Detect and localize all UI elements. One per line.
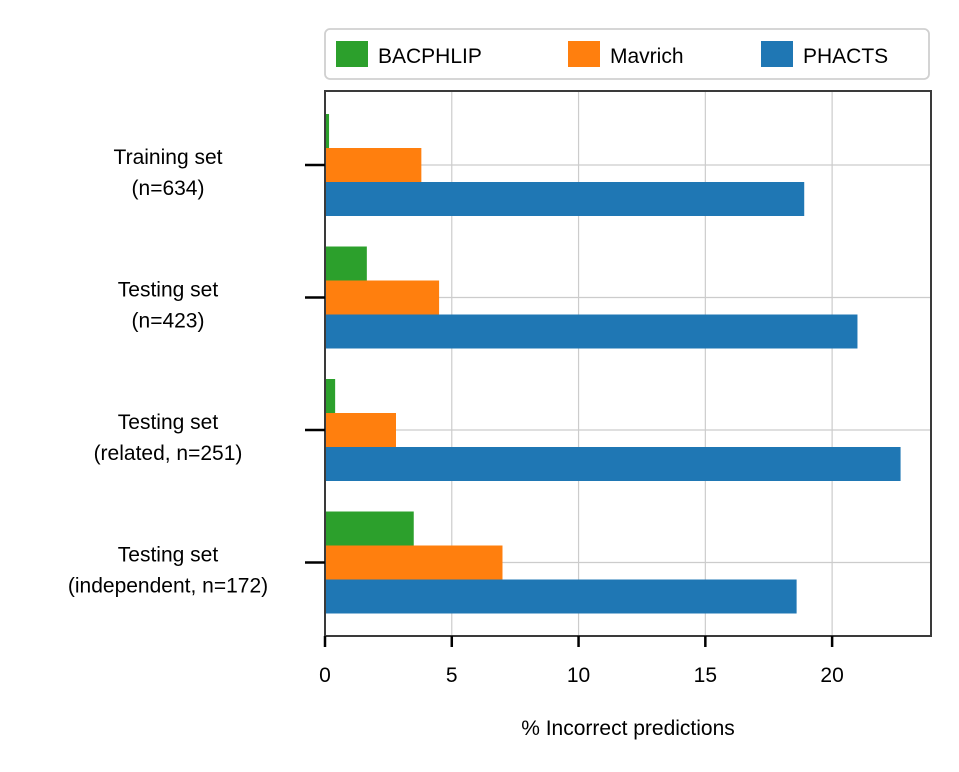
legend-label-phacts: PHACTS: [803, 45, 888, 68]
x-tick-label: 20: [820, 664, 843, 687]
y-tick-label-line: (related, n=251): [94, 442, 243, 465]
bar-bacphlip-3: [325, 511, 414, 546]
bar-mavrich-0: [325, 148, 422, 182]
bar-bacphlip-0: [325, 114, 330, 148]
x-tick-label: 5: [446, 664, 458, 687]
y-tick-label-line: Testing set: [118, 411, 219, 434]
bar-bacphlip-2: [325, 379, 336, 413]
bar-phacts-2: [325, 447, 901, 481]
bars: [325, 114, 901, 614]
y-tick-label-line: (n=634): [132, 177, 205, 200]
bar-mavrich-2: [325, 413, 396, 447]
legend-swatch-phacts: [761, 41, 793, 67]
x-tick-label: 15: [694, 664, 717, 687]
y-tick-label-line: Training set: [114, 146, 223, 169]
bar-mavrich-3: [325, 545, 503, 580]
legend-swatch-mavrich: [568, 41, 600, 67]
bar-phacts-0: [325, 182, 805, 216]
x-tick-label: 10: [567, 664, 590, 687]
bar-phacts-1: [325, 314, 858, 349]
y-tick-label-line: Testing set: [118, 544, 219, 567]
legend-swatch-bacphlip: [336, 41, 368, 67]
legend-label-mavrich: Mavrich: [610, 45, 684, 68]
x-axis: 0 5 10 15 20: [319, 636, 844, 687]
y-tick-label: Training set (n=634): [114, 146, 223, 200]
y-tick-label-line: Testing set: [118, 279, 219, 302]
x-tick-label: 0: [319, 664, 331, 687]
y-tick-label: Testing set (related, n=251): [94, 411, 243, 465]
y-tick-label-line: (n=423): [132, 310, 205, 333]
bar-mavrich-1: [325, 280, 440, 315]
y-axis: Training set (n=634)Testing set (n=423)Tes…: [68, 146, 325, 598]
y-tick-label-line: (independent, n=172): [68, 575, 268, 598]
x-axis-title: % Incorrect predictions: [521, 717, 735, 740]
y-tick-label: Testing set (n=423): [118, 279, 219, 333]
bar-bacphlip-1: [325, 246, 367, 281]
legend-label-bacphlip: BACPHLIP: [378, 45, 482, 68]
legend[interactable]: BACPHLIP Mavrich PHACTS: [324, 28, 930, 80]
bar-phacts-3: [325, 579, 797, 614]
plot-frame: [324, 90, 932, 637]
y-tick-label: Testing set (independent, n=172): [68, 544, 268, 598]
